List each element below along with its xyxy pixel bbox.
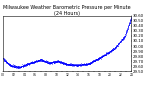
- Title: Milwaukee Weather Barometric Pressure per Minute (24 Hours): Milwaukee Weather Barometric Pressure pe…: [3, 5, 131, 16]
